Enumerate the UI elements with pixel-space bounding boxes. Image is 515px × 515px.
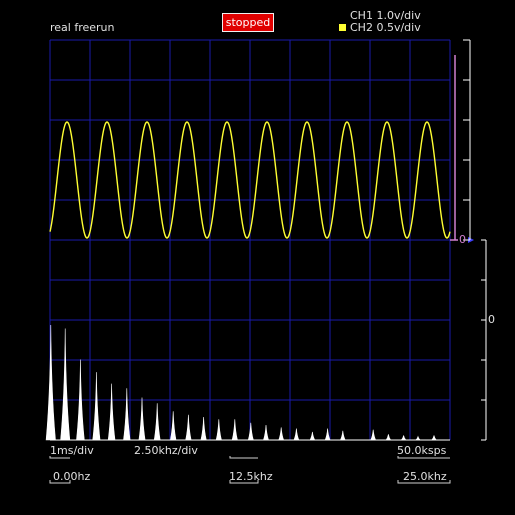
spectrum-peak [339,430,346,441]
spectrum-zero-marker: 0 [488,313,495,326]
ch1-scale-label: CH1 1.0v/div [350,9,421,22]
axis-bracket-top [229,456,258,459]
acquisition-mode-label: real freerun [50,21,115,34]
spectrum-peak [278,427,285,441]
spectrum-peak [200,416,207,441]
fft-spectrum [45,324,450,441]
axis-bracket-bottom [49,480,71,484]
spectrum-peak [309,431,316,441]
spectrum-peak [370,429,377,441]
ch1-zero-marker: 0 [459,233,466,246]
spectrum-peak [247,422,254,441]
spectrum-peak [170,411,177,441]
spectrum-peak [45,324,56,441]
status-badge[interactable]: stopped [222,13,274,32]
ch2-color-swatch [339,24,346,31]
ch2-scale-label: CH2 0.5v/div [350,21,421,34]
ch2-waveform-trace [49,121,451,239]
axis-bracket-bottom [397,480,451,484]
spectrum-peak [138,397,146,441]
spectrum-peak [107,383,116,441]
freq-mid-label: 12.5khz [229,470,273,483]
right-voltage-scales [463,39,487,441]
spectrum-peak [263,425,269,441]
spectrum-peak [185,414,192,441]
frequency-axis-brackets [49,456,451,484]
spectrum-peak [60,328,71,441]
timebase-label: 1ms/div [50,444,94,457]
spectrum-peak [123,388,131,441]
freq-start-label: 0.00hz [53,470,91,483]
scope-grid [49,39,451,441]
spectrum-peak [431,435,437,441]
spectrum-peak [231,419,238,441]
spectrum-peak [76,359,85,441]
spectrum-peak [414,435,422,441]
spectrum-peak [324,428,331,441]
spectrum-peak [153,403,161,441]
freq-per-div-label: 2.50khz/div [134,444,198,457]
spectrum-peak [400,435,407,441]
freq-end-label: 25.0khz [403,470,447,483]
axis-bracket-bottom [229,480,259,484]
spectrum-peak [92,372,101,441]
spectrum-peak [293,428,300,441]
axis-bracket-top [49,456,70,459]
sample-rate-label: 50.0ksps [397,444,447,457]
axis-bracket-top [397,456,450,459]
spectrum-peak [385,434,392,441]
spectrum-peak [215,419,222,441]
